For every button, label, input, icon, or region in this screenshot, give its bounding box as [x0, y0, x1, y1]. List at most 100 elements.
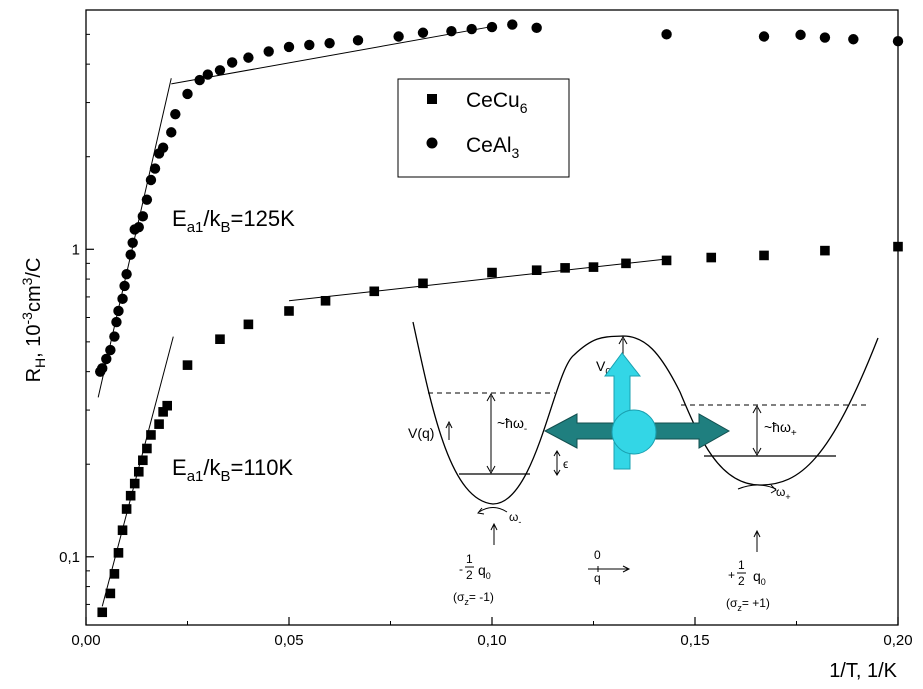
left-q-label: - 1 2 q0 (σz= -1): [453, 552, 494, 607]
legend: CeCu6 CeAl3: [397, 78, 570, 178]
right-q-denominator: 2: [738, 574, 745, 588]
fit-line: [171, 26, 493, 85]
data-point-ceal3: [324, 37, 335, 49]
data-point-cecu6: [182, 360, 193, 370]
data-point-ceal3: [117, 293, 128, 305]
y-axis-title: RH, 10-3cm3/C: [19, 258, 48, 383]
x-tick-label: 0,15: [680, 632, 709, 649]
data-point-ceal3: [125, 249, 136, 260]
epsilon-arrow-head-bottom: [553, 469, 561, 476]
x-tick-label: 0,20: [883, 632, 912, 649]
axis-ticks: 0,00 0,05 0,10 0,15 0,20 0,1 1: [59, 33, 913, 649]
data-point-ceal3: [283, 41, 295, 53]
data-point-ceal3: [466, 23, 477, 35]
potential-axis-arrow-head: [445, 420, 453, 429]
data-point-cecu6: [146, 430, 156, 440]
legend-label-ceal3: CeAl3: [466, 134, 520, 161]
data-point-cecu6: [820, 245, 830, 256]
left-omega-arc: [478, 507, 508, 513]
data-point-ceal3: [486, 21, 498, 33]
left-energy-arrow-head-bottom: [486, 465, 496, 475]
right-omega-label: ω+: [776, 485, 791, 502]
right-energy-arrow-head-bottom: [752, 447, 762, 457]
right-q-symbol: q0: [753, 568, 766, 587]
center-zero: 0: [594, 548, 601, 562]
legend-box: [397, 78, 570, 178]
data-point-ceal3: [97, 363, 108, 374]
data-point-cecu6: [105, 588, 116, 599]
data-point-ceal3: [170, 108, 181, 120]
data-points: [95, 19, 904, 618]
right-q-label: + 1 2 q0 (σz= +1): [726, 558, 770, 613]
right-q-marker-head: [753, 529, 761, 538]
data-point-ceal3: [119, 280, 130, 292]
data-point-ceal3: [145, 174, 157, 186]
data-point-cecu6: [97, 607, 108, 618]
right-q-sign: +: [728, 568, 735, 582]
data-point-cecu6: [487, 267, 497, 278]
legend-marker-cecu6: [427, 94, 437, 104]
data-point-ceal3: [111, 316, 122, 328]
data-point-cecu6: [320, 295, 331, 306]
annotation-cecu6-activation: Ea1/kB=110K: [172, 455, 293, 485]
x-tick-label: 0,05: [274, 632, 303, 649]
data-point-cecu6: [588, 262, 599, 272]
data-point-ceal3: [352, 35, 364, 46]
right-omega-arc: [737, 484, 777, 490]
data-point-ceal3: [166, 127, 177, 138]
data-point-cecu6: [129, 478, 140, 489]
data-point-cecu6: [138, 455, 148, 466]
barrier-arrow-head-top: [618, 335, 628, 345]
left-q-sign: -: [459, 562, 463, 576]
data-point-cecu6: [759, 250, 769, 261]
data-point-cecu6: [418, 278, 428, 289]
data-point-ceal3: [202, 69, 213, 80]
legend-marker-ceal3: [426, 137, 438, 149]
left-q-numerator: 1: [466, 552, 473, 566]
left-q-marker-head: [490, 522, 498, 531]
data-point-cecu6: [133, 466, 144, 477]
data-point-cecu6: [560, 263, 570, 273]
data-point-cecu6: [243, 319, 254, 330]
data-point-ceal3: [848, 34, 859, 45]
data-point-ceal3: [157, 142, 169, 153]
data-point-ceal3: [214, 65, 226, 76]
epsilon-label: ϵ: [563, 457, 568, 471]
data-point-cecu6: [109, 569, 120, 579]
fit-line: [288, 258, 667, 302]
data-point-cecu6: [154, 419, 164, 429]
legend-label-cecu6: CeCu6: [466, 89, 528, 116]
data-point-ceal3: [795, 29, 806, 41]
right-sigma-label: (σz= +1): [726, 596, 770, 613]
right-q-numerator: 1: [738, 558, 745, 572]
data-point-ceal3: [263, 46, 274, 57]
x-axis-title: 1/T, 1/K: [829, 660, 897, 682]
data-point-ceal3: [507, 19, 518, 30]
data-point-ceal3: [127, 237, 138, 248]
right-omega-arc-head: [770, 484, 777, 494]
data-point-ceal3: [105, 344, 116, 356]
vertical-spin-arrow: [604, 352, 642, 470]
data-point-ceal3: [531, 22, 542, 34]
data-point-ceal3: [133, 221, 144, 233]
data-point-cecu6: [706, 252, 717, 263]
data-point-ceal3: [226, 57, 238, 68]
fit-line: [97, 78, 172, 398]
data-point-ceal3: [182, 88, 193, 100]
left-omega-label: ω-: [509, 510, 521, 527]
data-point-ceal3: [149, 163, 161, 174]
data-point-ceal3: [417, 27, 429, 38]
data-point-ceal3: [243, 52, 254, 63]
right-energy-arrow-head-top: [752, 404, 762, 414]
center-q-label: q: [594, 571, 601, 585]
data-point-ceal3: [892, 35, 904, 47]
annotation-ceal3-activation: Ea1/kB=125K: [172, 206, 295, 236]
data-point-ceal3: [137, 211, 149, 222]
potential-curve: [412, 321, 879, 505]
data-point-ceal3: [758, 31, 770, 42]
spin-circle: [611, 409, 657, 455]
data-point-ceal3: [194, 74, 205, 86]
left-q-denominator: 2: [466, 568, 473, 582]
data-point-cecu6: [531, 265, 542, 276]
fit-lines: [97, 26, 667, 607]
